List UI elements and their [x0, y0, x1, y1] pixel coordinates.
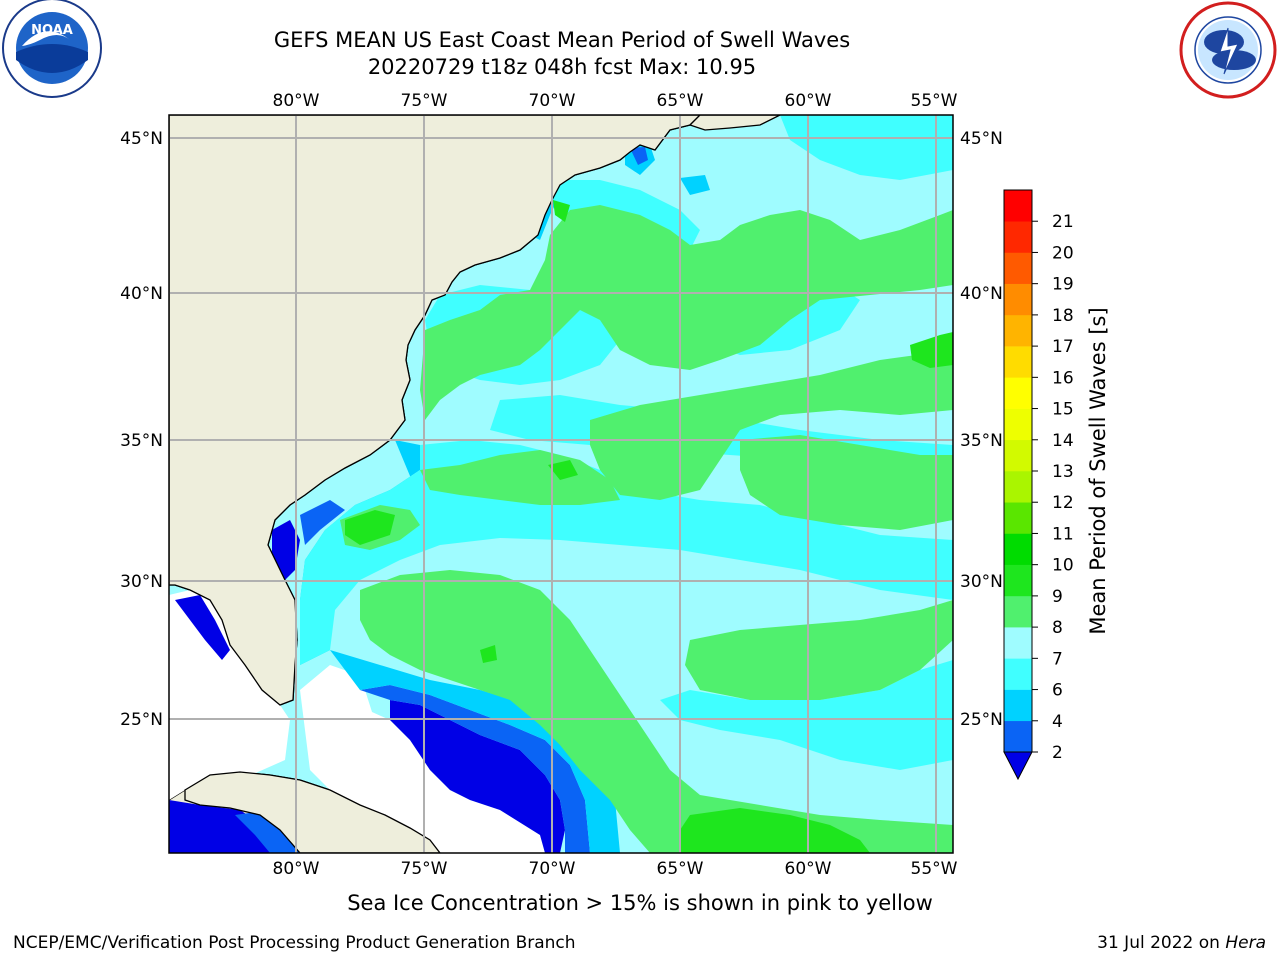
lat-label-right: 25°N	[960, 710, 1003, 730]
lon-label-bottom: 75°W	[401, 859, 448, 879]
colorbar-tick-label: 4	[1052, 712, 1063, 732]
colorbar-tick-label: 19	[1052, 275, 1074, 295]
footer-host: Hera	[1225, 933, 1266, 953]
chart-subtitle: 20220729 t18z 048h fcst Max: 10.95	[367, 55, 757, 79]
colorbar-tick-label: 20	[1052, 243, 1074, 263]
bahamas-nodata	[300, 665, 545, 853]
nws-logo	[1178, 0, 1278, 104]
colorbar-segment	[1004, 408, 1032, 441]
axis-labels: 80°W 75°W 70°W 65°W 60°W 55°W 80°W 75°W …	[120, 91, 1003, 879]
region-2-4s	[390, 700, 565, 853]
colorbar-segment	[1004, 252, 1032, 284]
colorbar-segment	[1004, 595, 1032, 628]
colorbar-tick-label: 7	[1052, 649, 1063, 669]
lon-label-top: 75°W	[401, 91, 448, 111]
colorbar-tick-label: 6	[1052, 681, 1063, 701]
colorbar-segment	[1004, 346, 1032, 378]
map-frame	[168, 114, 954, 854]
colorbar-tick-label: 10	[1052, 556, 1074, 576]
colorbar-tick-label: 17	[1052, 337, 1074, 357]
footer-date-text: 31 Jul 2022 on	[1097, 933, 1226, 953]
lon-label-top: 80°W	[273, 91, 320, 111]
chart-title: GEFS MEAN US East Coast Mean Period of S…	[273, 28, 851, 52]
lat-label-right: 40°N	[960, 284, 1003, 304]
noaa-logo: NOAA	[0, 0, 105, 109]
lat-label-left: 25°N	[120, 710, 163, 730]
lat-label-left: 35°N	[120, 431, 163, 451]
lon-label-top: 65°W	[657, 91, 704, 111]
lon-label-bottom: 80°W	[273, 859, 320, 879]
lon-label-bottom: 55°W	[911, 859, 958, 879]
lat-label-right: 45°N	[960, 129, 1003, 149]
colorbar-segment	[1004, 190, 1032, 222]
colorbar-segment	[1004, 502, 1032, 534]
map-area	[169, 115, 953, 853]
colorbar-segment	[1004, 377, 1032, 409]
lon-label-bottom: 70°W	[529, 859, 576, 879]
colorbar-segment	[1004, 564, 1032, 597]
colorbar-tick-label: 12	[1052, 493, 1074, 513]
lon-label-bottom: 65°W	[657, 859, 704, 879]
colorbar-segment	[1004, 439, 1032, 472]
colorbar-tick-label: 14	[1052, 431, 1074, 451]
colorbar-tick-label: 11	[1052, 524, 1074, 544]
colorbar-segment	[1004, 627, 1032, 659]
colorbar-segment	[1004, 720, 1032, 753]
lat-label-right: 30°N	[960, 572, 1003, 592]
lat-label-left: 30°N	[120, 572, 163, 592]
lat-label-right: 35°N	[960, 431, 1003, 451]
colorbar-segment	[1004, 533, 1032, 565]
lat-label-left: 45°N	[120, 129, 163, 149]
gulf-nodata	[169, 590, 290, 800]
colorbar: 2 4 6 7 8 9 10 11 12 13 14 15 16 17 18 19 20 21	[1003, 189, 1074, 781]
colorbar-segment	[1004, 221, 1032, 253]
colorbar-segment	[1004, 283, 1032, 316]
colorbar-label: Mean Period of Swell Waves [s]	[1086, 307, 1110, 634]
caption: Sea Ice Concentration > 15% is shown in …	[347, 891, 933, 915]
colorbar-segment	[1004, 689, 1032, 722]
lon-label-bottom: 60°W	[785, 859, 832, 879]
colorbar-tick-label: 9	[1052, 587, 1063, 607]
footer-credit: NCEP/EMC/Verification Post Processing Pr…	[13, 933, 576, 953]
footer-date: 31 Jul 2022 on Hera	[1097, 933, 1266, 953]
colorbar-segment	[1004, 658, 1032, 690]
colorbar-tick-label: 13	[1052, 462, 1074, 482]
lat-label-left: 40°N	[120, 284, 163, 304]
colorbar-tick-label: 2	[1052, 743, 1063, 763]
colorbar-tick-label: 15	[1052, 400, 1074, 420]
colorbar-segment	[1004, 471, 1032, 503]
colorbar-segment	[1004, 314, 1032, 347]
lon-label-top: 55°W	[911, 91, 958, 111]
colorbar-extend-triangle	[1003, 751, 1033, 781]
colorbar-tick-label: 21	[1052, 212, 1074, 232]
lon-label-top: 70°W	[529, 91, 576, 111]
graticule	[169, 115, 953, 853]
colorbar-tick-label: 8	[1052, 618, 1063, 638]
colorbar-tick-label: 16	[1052, 368, 1074, 388]
noaa-logo-text: NOAA	[31, 23, 73, 38]
lon-label-top: 60°W	[785, 91, 832, 111]
colorbar-tick-label: 18	[1052, 306, 1074, 326]
